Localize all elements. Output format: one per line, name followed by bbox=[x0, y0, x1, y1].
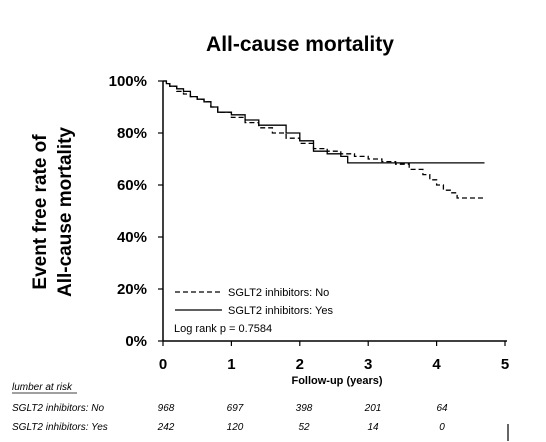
risk-value: 14 bbox=[367, 422, 379, 433]
series-group bbox=[163, 80, 485, 199]
legend: SGLT2 inhibitors: No SGLT2 inhibitors: Y… bbox=[174, 287, 333, 335]
legend-label-no: SGLT2 inhibitors: No bbox=[228, 287, 329, 299]
y-tick-label: 40% bbox=[117, 229, 147, 246]
series-line-yes bbox=[163, 80, 485, 164]
risk-value: 242 bbox=[157, 422, 175, 433]
y-tick-label: 0% bbox=[125, 333, 147, 350]
risk-table-header: lumber at risk bbox=[12, 382, 73, 393]
x-tick-label: 5 bbox=[501, 356, 509, 373]
x-tick-label: 2 bbox=[296, 356, 304, 373]
x-axis-label: Follow-up (years) bbox=[291, 375, 382, 387]
risk-value: 120 bbox=[227, 422, 244, 433]
x-tick-label: 3 bbox=[364, 356, 372, 373]
y-axis-label-line-2: All-cause mortality bbox=[55, 127, 76, 297]
y-axis-label-line-1: Event free rate of bbox=[30, 134, 51, 290]
legend-label-yes: SGLT2 inhibitors: Yes bbox=[228, 305, 333, 317]
x-tick-label: 1 bbox=[227, 356, 235, 373]
y-tick-label: 80% bbox=[117, 125, 147, 142]
risk-table: lumber at risk SGLT2 inhibitors: No SGLT… bbox=[12, 382, 448, 433]
y-ticks: 0% 20% 40% 60% 80% 100% bbox=[109, 73, 163, 350]
risk-value: 52 bbox=[298, 422, 310, 433]
risk-value: 697 bbox=[227, 403, 244, 414]
y-tick-label: 100% bbox=[109, 73, 147, 90]
y-tick-label: 60% bbox=[117, 177, 147, 194]
risk-value: 968 bbox=[158, 403, 175, 414]
risk-row-label-no: SGLT2 inhibitors: No bbox=[12, 403, 105, 414]
x-ticks: 0 1 2 3 4 5 bbox=[159, 341, 509, 373]
risk-value: 64 bbox=[436, 403, 448, 414]
y-tick-label: 20% bbox=[117, 281, 147, 298]
risk-value: 201 bbox=[364, 403, 382, 414]
risk-value: 0 bbox=[439, 422, 445, 433]
x-tick-label: 0 bbox=[159, 356, 167, 373]
series-line-no bbox=[163, 80, 485, 199]
risk-values: 968 697 398 201 64 242 120 52 14 0 bbox=[157, 403, 448, 433]
risk-row-label-yes: SGLT2 inhibitors: Yes bbox=[12, 422, 108, 433]
risk-value: 398 bbox=[296, 403, 313, 414]
chart-title: All-cause mortality bbox=[206, 33, 394, 56]
log-rank-annotation: Log rank p = 0.7584 bbox=[174, 323, 272, 335]
x-tick-label: 4 bbox=[432, 356, 441, 373]
